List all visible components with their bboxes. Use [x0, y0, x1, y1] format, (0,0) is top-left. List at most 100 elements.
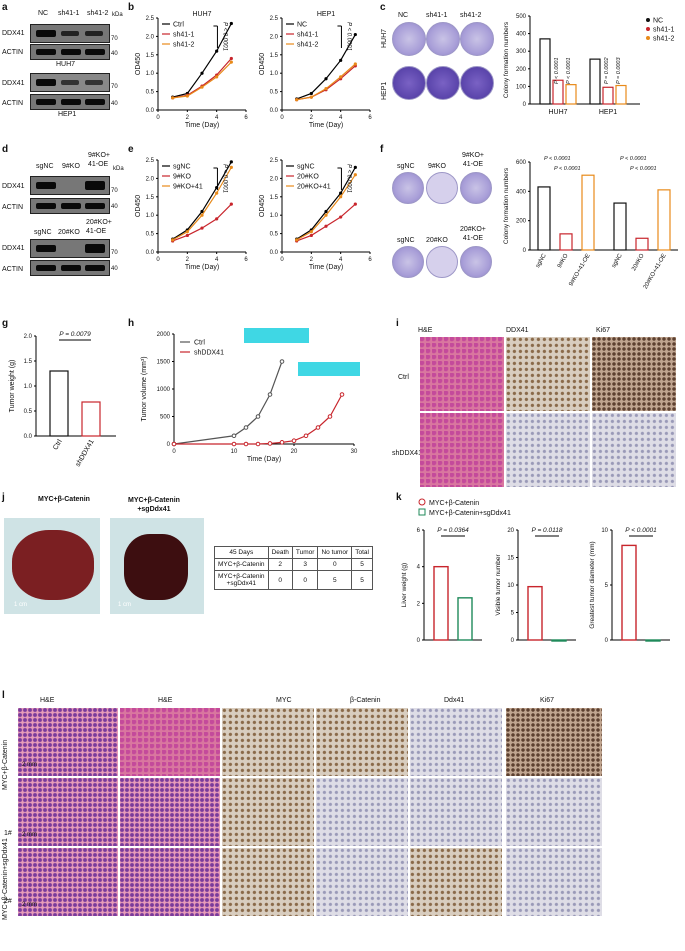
row-label: DDX41 — [2, 183, 25, 190]
marker-40: 40 — [111, 266, 118, 272]
colony-dish — [392, 22, 426, 56]
data-point — [279, 359, 285, 364]
panel-letter-d: d — [2, 144, 9, 155]
data-point — [231, 433, 237, 439]
tumor-photo-ctrl — [244, 328, 309, 343]
panel-c-chart: 0 100 200 300 400 500 Colony formation numbers… — [503, 14, 675, 116]
p-value: P < 0.0001 — [630, 166, 657, 172]
data-point — [267, 441, 273, 446]
y-tick-label: 10 — [507, 583, 514, 589]
scale-label: 2 mm — [22, 902, 37, 908]
histology-tile — [120, 708, 220, 776]
y-tick-label: 1500 — [157, 360, 171, 366]
panel-letter-g: g — [2, 318, 9, 329]
y-tick-label: 2.5 — [146, 158, 155, 164]
y-tick-label: 1.0 — [146, 71, 155, 77]
legend-label: MYC+β-Catenin+sgDdx41 — [429, 510, 511, 517]
scale-label: 2 mm — [22, 832, 37, 838]
col-label: sh41-1 — [426, 12, 448, 19]
bar — [581, 174, 595, 251]
blot-strip — [30, 24, 110, 43]
data-point — [295, 98, 299, 102]
legend-label: 20#KO+41 — [297, 184, 331, 191]
blot-strip — [30, 94, 110, 110]
data-point — [200, 226, 204, 230]
ihc-tile — [420, 413, 504, 487]
x-tick-label: 0 — [156, 115, 160, 121]
y-tick-label: 1.5 — [24, 359, 33, 365]
x-axis-label: Time (Day) — [247, 456, 281, 463]
data-point — [200, 209, 204, 214]
data-point — [200, 213, 204, 217]
y-tick-label: 10 — [601, 528, 608, 534]
x-tick-label: 4 — [339, 115, 343, 121]
p-value: P < 0.0001 — [345, 164, 351, 193]
y-axis-label: Tumor volume (mm³) — [141, 356, 148, 421]
panel-letter-j: j — [2, 492, 5, 503]
table-header: Total — [351, 546, 373, 559]
legend-label: 9#KO+41 — [173, 184, 203, 191]
panel-letter-a: a — [2, 2, 8, 13]
data-point — [339, 58, 343, 62]
p-value: P < 0.0001 — [554, 57, 560, 84]
colony-dish — [460, 22, 494, 56]
colony-dish — [426, 22, 460, 56]
ihc-tile — [592, 413, 676, 487]
bar — [621, 544, 637, 641]
data-point — [353, 202, 357, 206]
data-point — [200, 71, 204, 75]
panel-k-charts: MYC+β-Catenin MYC+β-Catenin+sgDdx41 0 2 4 6 Li… — [401, 498, 670, 644]
bar — [81, 401, 101, 437]
data-point — [215, 75, 219, 79]
x-axis-label: Time (Day) — [309, 122, 343, 129]
y-tick-label: 0.5 — [146, 90, 155, 96]
table-cell: 5 — [351, 570, 373, 590]
y-tick-label: 0 — [417, 638, 421, 644]
x-tick-label: 10 — [231, 449, 238, 455]
data-point — [291, 438, 297, 443]
y-tick-label: 600 — [516, 160, 527, 166]
col-label: 20#KO — [426, 237, 448, 244]
col-label: Ki67 — [540, 697, 555, 704]
group-label: MYC+β-Catenin — [2, 739, 9, 790]
histology-tile: 2 mm — [18, 778, 118, 846]
histology-tile — [316, 708, 408, 776]
kda-label: kDa — [112, 12, 123, 18]
col-label: Ki67 — [596, 327, 611, 334]
y-axis-label: Tumor weight (g) — [9, 360, 16, 413]
x-tick-label: 4 — [339, 257, 343, 263]
y-tick-label: 0.0 — [146, 250, 155, 256]
row-label: ACTIN — [2, 266, 23, 273]
panel-g-chart: 0.0 0.5 1.0 1.5 2.0 Tumor weight (g) Ctrl shDDX… — [9, 331, 116, 468]
y-axis-label: Greatest tumor diameter (mm) — [589, 541, 596, 628]
colony-dish — [426, 246, 458, 278]
bar — [657, 189, 671, 251]
panel-letter-c: c — [380, 2, 386, 13]
data-point — [215, 49, 219, 53]
legend-marker — [418, 498, 426, 506]
bar — [589, 58, 601, 105]
table-cell: 5 — [351, 558, 373, 571]
histology-tile: 2 mm — [18, 708, 118, 776]
x-tick-label: 0 — [156, 257, 160, 263]
legend-label: shDDX41 — [194, 350, 224, 357]
col-label: 9#KO+ 41-OE — [462, 152, 484, 168]
legend-marker — [418, 508, 426, 516]
panel-letter-b: b — [128, 2, 135, 13]
histology-tile — [410, 848, 502, 916]
group-title: MYC+β-Catenin — [38, 496, 90, 503]
data-point — [215, 191, 219, 195]
colony-dish — [426, 172, 458, 204]
colony-dish — [426, 66, 460, 100]
p-value: P < 0.0001 — [625, 527, 657, 534]
y-tick-label: 2.0 — [24, 334, 33, 340]
blot-strip — [30, 198, 110, 214]
x-tick-label: HEP1 — [599, 109, 617, 116]
histology-tile — [410, 778, 502, 846]
row-label: DDX41 — [2, 30, 25, 37]
col-label: sgNC — [397, 163, 415, 170]
table-cell: MYC+β-Catenin — [214, 558, 269, 571]
data-point — [185, 233, 189, 238]
tumor-photo-sh — [298, 362, 360, 376]
marker-70: 70 — [111, 36, 118, 42]
